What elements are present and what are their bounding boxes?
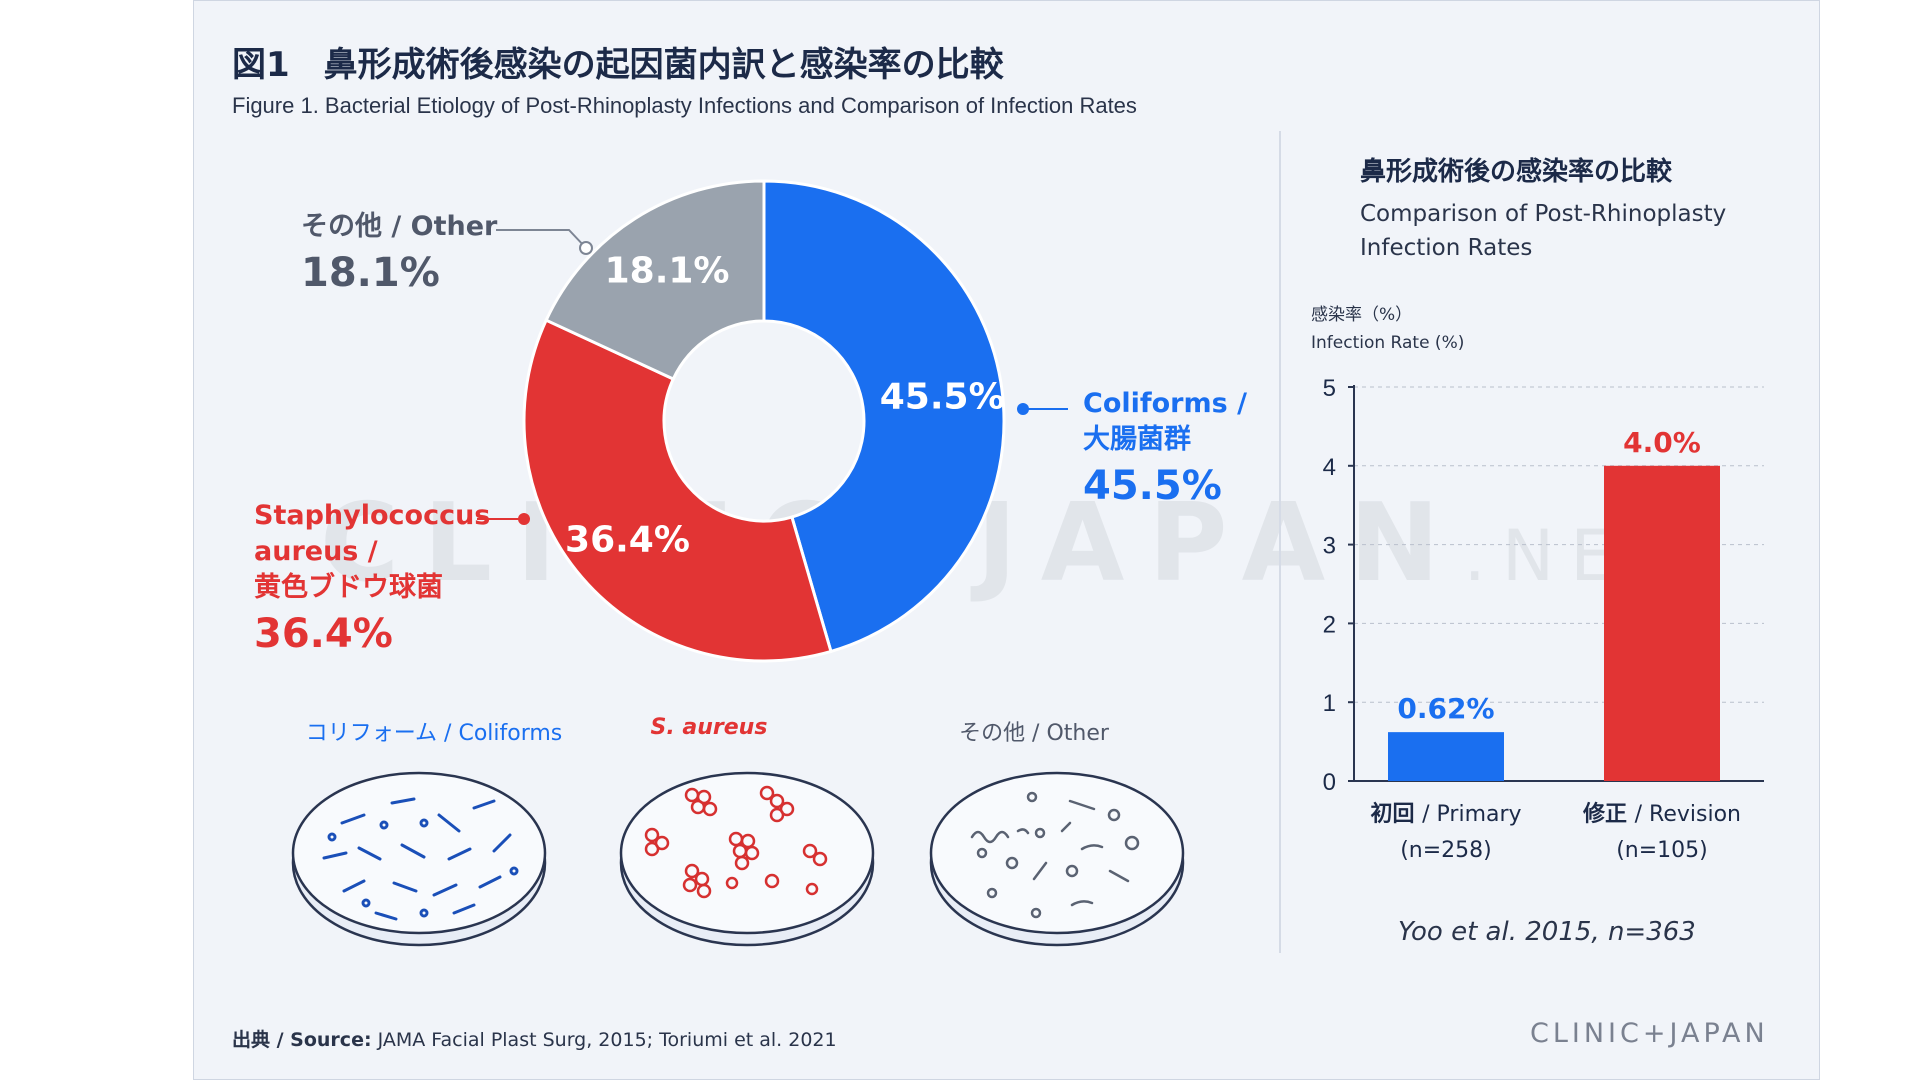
label-coliforms-name-1: Coliforms /: [1083, 388, 1247, 419]
y-tick-label-2: 2: [1323, 611, 1336, 638]
y-tick-label-1: 1: [1323, 690, 1336, 717]
label-staph-name-2: aureus /: [254, 536, 378, 567]
bar-value-label-1: 4.0%: [1623, 426, 1701, 459]
leader-lines: [477, 229, 1068, 525]
figure-subtitle: Figure 1. Bacterial Etiology of Post-Rhi…: [232, 93, 1137, 118]
x-tick-label-ja-1: 修正: [1582, 801, 1635, 827]
leader-line-other: [496, 229, 587, 249]
y-tick-label-3: 3: [1323, 533, 1336, 560]
figure-card: CLINIC+JAPAN.NET 図1 鼻形成術後感染の起因菌内訳と感染率の比較…: [193, 0, 1820, 1080]
x-tick-n-0: (n=258): [1400, 838, 1492, 863]
leader-dot-staph: [518, 513, 530, 525]
donut-slice-0: [762, 179, 1006, 654]
label-other-pct: 18.1%: [301, 250, 440, 296]
bar-y-axis-label-ja: 感染率（%）: [1311, 305, 1413, 325]
bar-0: [1388, 732, 1504, 781]
study-citation: Yoo et al. 2015, n=363: [1398, 917, 1696, 947]
x-tick-label-0: 初回 / Primary: [1370, 801, 1521, 827]
label-coliforms-name-2: 大腸菌群: [1083, 424, 1191, 455]
source-prefix: 出典 / Source:: [232, 1029, 372, 1051]
label-staph-pct: 36.4%: [254, 611, 393, 657]
petri-dish-coliforms: [291, 771, 547, 947]
label-staph-name-1: Staphylococcus: [254, 500, 491, 531]
leader-dot-other: [579, 241, 593, 255]
brand-logo-text: CLINIC+JAPAN: [1530, 1018, 1769, 1049]
dish-caption-other: その他 / Other: [959, 721, 1109, 746]
petri-dish-other: [929, 771, 1185, 947]
label-other-name: その他 / Other: [301, 211, 498, 242]
dish-caption-coliforms: コリフォーム / Coliforms: [305, 721, 563, 746]
figure-title: 図1 鼻形成術後感染の起因菌内訳と感染率の比較: [232, 45, 1004, 85]
dish-caption-saureus: S. aureus: [650, 715, 768, 740]
x-tick-label-en-0: / Primary: [1422, 802, 1521, 827]
bar-value-label-0: 0.62%: [1397, 692, 1494, 725]
label-staph-name-3: 黄色ブドウ球菌: [254, 572, 443, 603]
donut-slice-1: [522, 318, 833, 663]
bar-chart-subtitle: Comparison of Post-Rhinoplasty Infection…: [1360, 201, 1727, 261]
label-coliforms-pct: 45.5%: [1083, 463, 1222, 509]
donut-slice-2: [544, 179, 766, 381]
x-tick-label-ja-0: 初回: [1370, 801, 1422, 827]
bar-y-axis-label: 感染率（%） Infection Rate (%): [1311, 301, 1464, 357]
x-tick-label-1: 修正 / Revision: [1582, 801, 1741, 827]
donut-slice-label-2: 18.1%: [605, 250, 730, 291]
bar-chart-title: 鼻形成術後の感染率の比較: [1360, 157, 1673, 187]
label-other: その他 / Other 18.1%: [301, 209, 497, 301]
bar-y-axis-label-en: Infection Rate (%): [1311, 333, 1465, 353]
panel-divider: [1279, 131, 1281, 953]
leader-dot-coliforms: [1017, 403, 1029, 415]
y-tick-label-5: 5: [1323, 375, 1336, 402]
donut-slice-label-1: 36.4%: [565, 519, 690, 560]
x-tick-n-1: (n=105): [1616, 838, 1708, 863]
x-tick-label-en-1: / Revision: [1635, 802, 1741, 827]
y-tick-label-0: 0: [1323, 769, 1336, 796]
label-coliforms: Coliforms / 大腸菌群 45.5%: [1083, 386, 1247, 514]
source-line: 出典 / Source: JAMA Facial Plast Surg, 201…: [232, 1025, 837, 1052]
y-tick-label-4: 4: [1323, 454, 1336, 481]
source-text: JAMA Facial Plast Surg, 2015; Toriumi et…: [377, 1029, 837, 1051]
donut-chart: 45.5% 36.4% 18.1%: [477, 179, 1068, 663]
petri-dish-saureus: [619, 771, 875, 947]
bar-1: [1604, 465, 1720, 781]
donut-slice-label-0: 45.5%: [880, 377, 1005, 418]
bar-chart: 0 1 2 3 4 5 0.62% 初回 / Primary (n=258) 4.0% 修正 / R…: [1323, 375, 1764, 863]
label-staph: Staphylococcus aureus / 黄色ブドウ球菌 36.4%: [254, 498, 490, 662]
